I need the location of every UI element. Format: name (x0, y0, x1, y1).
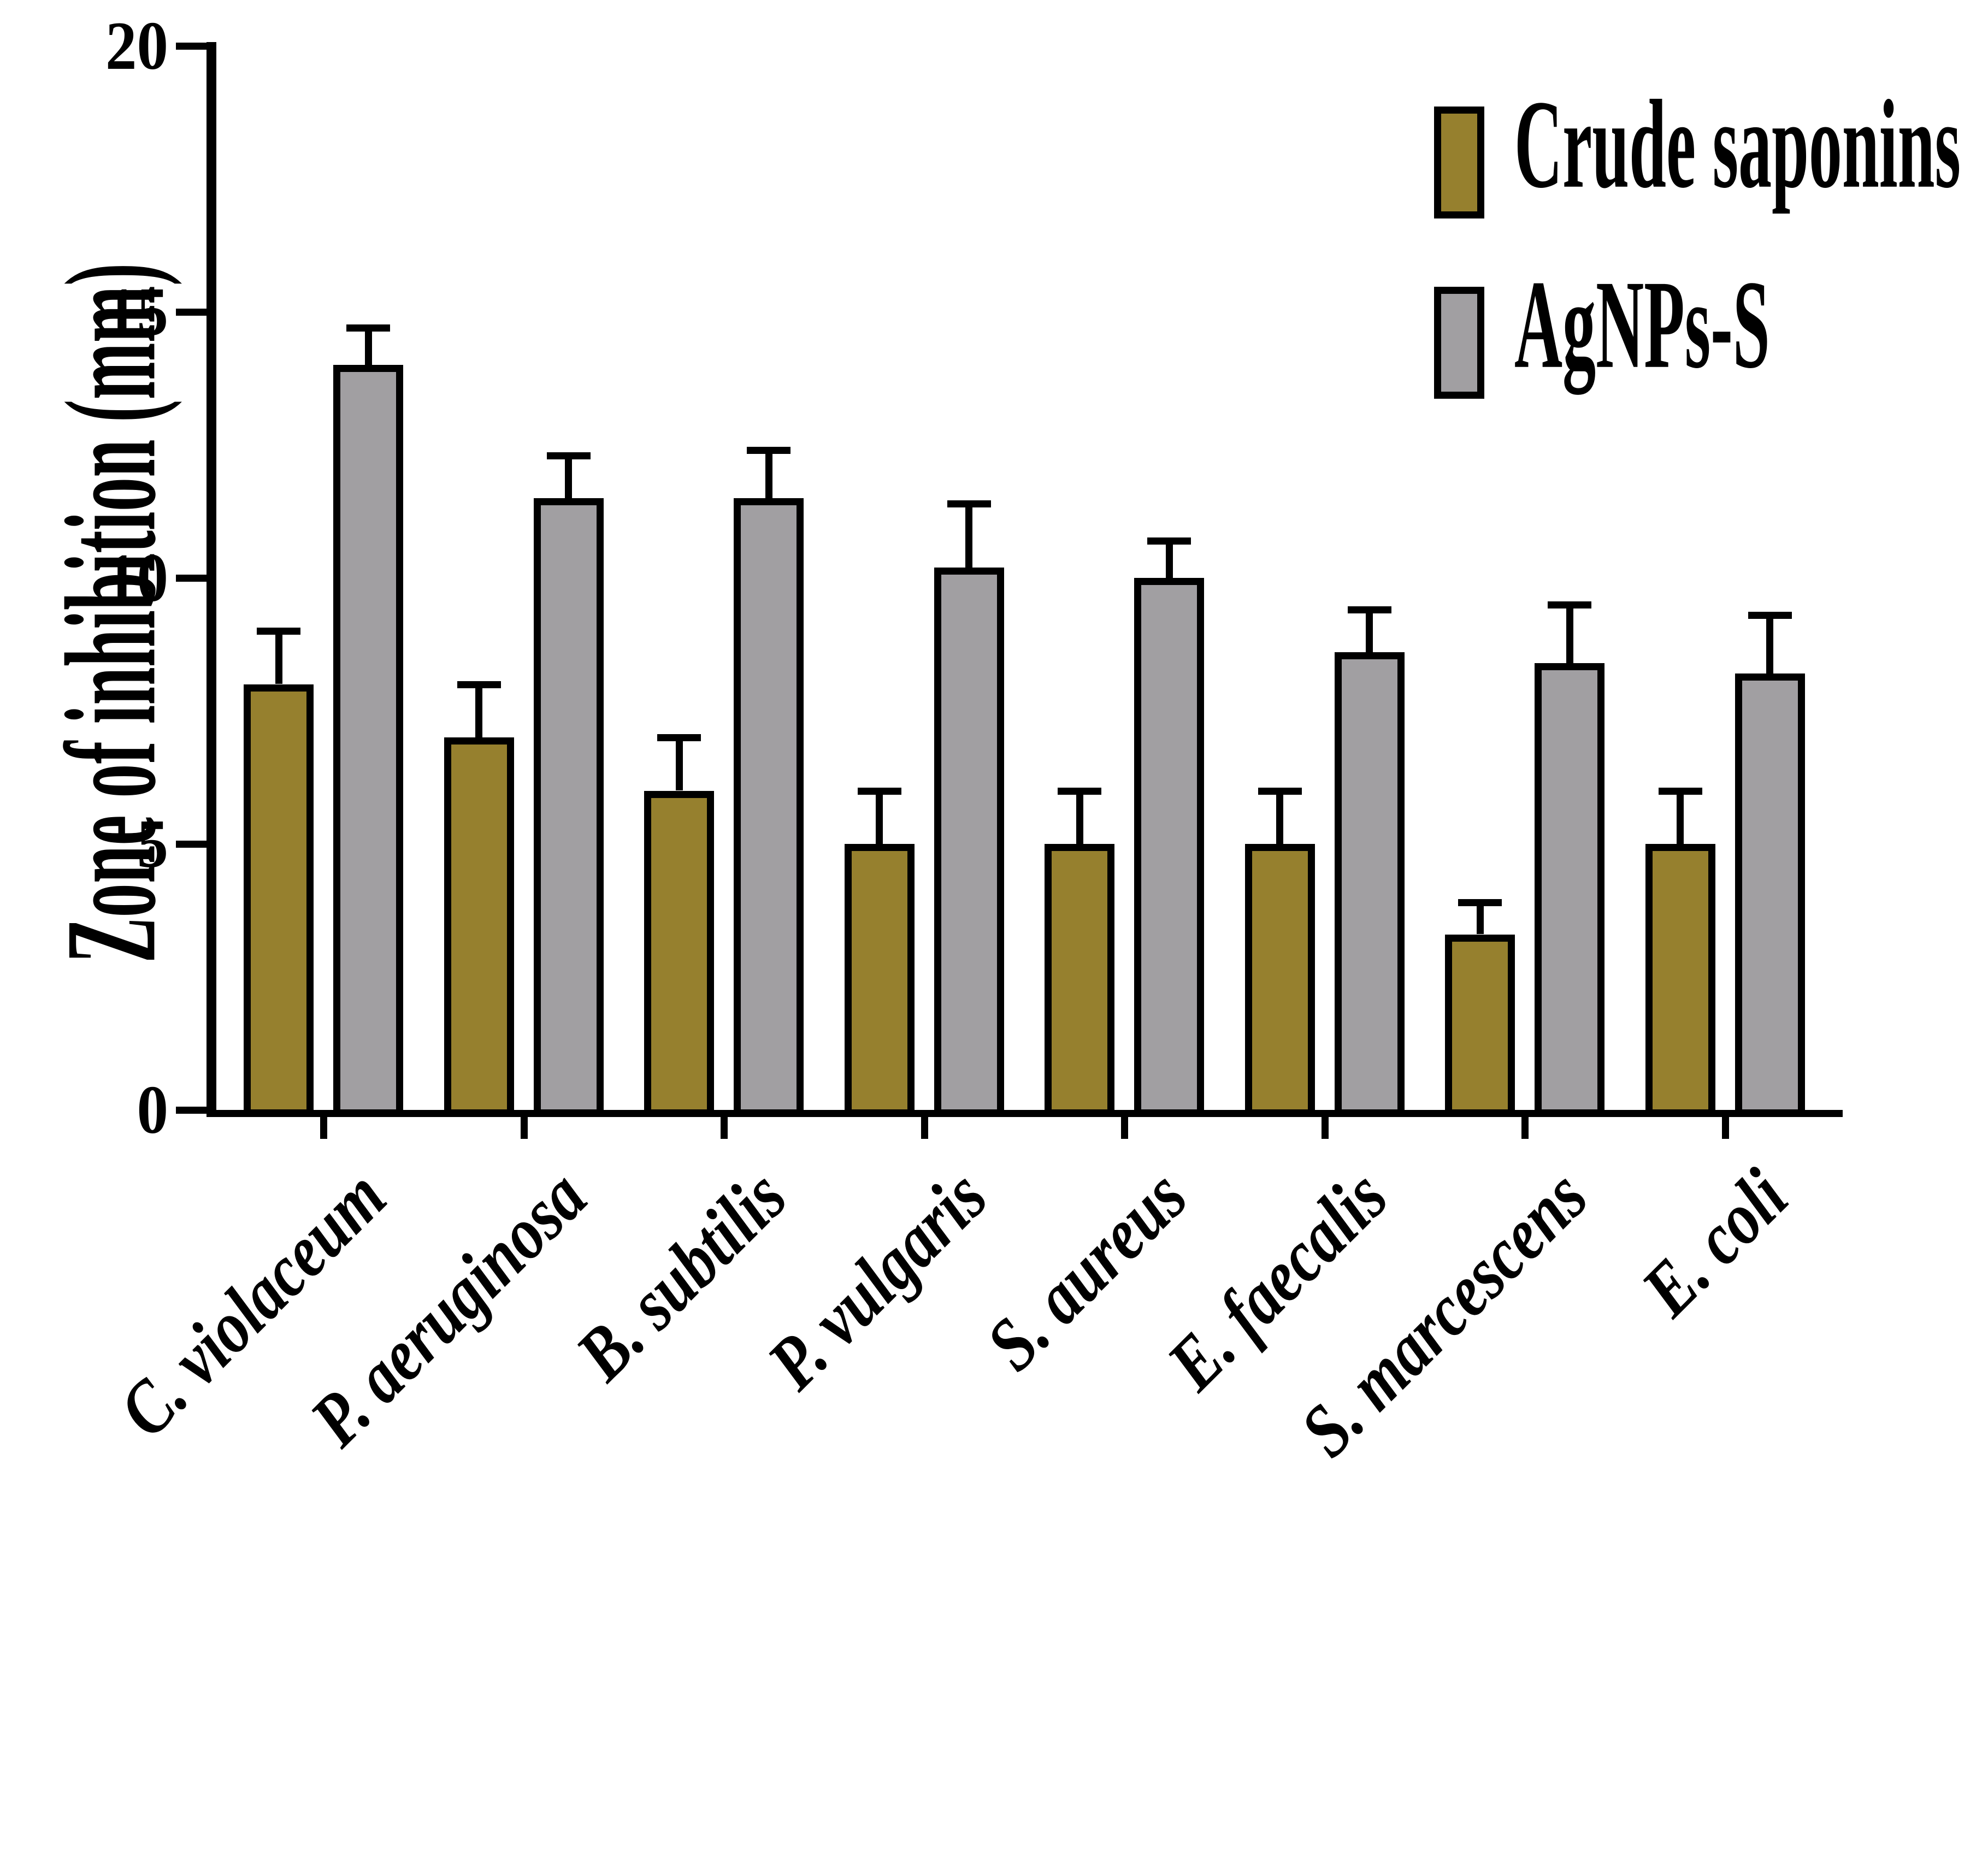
bar-chart-figure: Zone of inhibition (mm) 0 5 10 15 20 C. viola… (40, 7, 1961, 1473)
error-bar-line-agnps-s-e-faecalis (1366, 610, 1373, 652)
y-axis-tick-5 (176, 841, 207, 848)
bar-crude-saponins-c-violaceum (244, 684, 314, 1116)
y-axis-tick-label-15: 15 (105, 273, 168, 350)
error-bar-line-agnps-s-s-marcescens (1566, 605, 1573, 663)
bar-agnps-s-e-coli (1735, 673, 1805, 1116)
bar-crude-saponins-e-faecalis (1245, 844, 1315, 1116)
y-axis-tick-10 (176, 575, 207, 582)
bar-crude-saponins-s-marcescens (1445, 935, 1515, 1116)
error-bar-cap-agnps-s-p-vulgaris (947, 500, 991, 507)
error-bar-line-crude-saponins-p-aeruginosa (475, 684, 482, 737)
error-bar-line-agnps-s-e-coli (1766, 615, 1773, 673)
x-axis-tick-e-coli (1722, 1117, 1729, 1139)
bar-agnps-s-c-violaceum (333, 365, 403, 1116)
error-bar-line-agnps-s-b-subtilis (765, 450, 772, 498)
error-bar-line-crude-saponins-c-violaceum (275, 631, 282, 684)
y-axis-tick-label-10: 10 (105, 539, 168, 616)
error-bar-line-crude-saponins-p-vulgaris (876, 791, 883, 844)
error-bar-cap-crude-saponins-p-aeruginosa (457, 681, 501, 688)
bar-agnps-s-p-aeruginosa (534, 498, 604, 1116)
bar-agnps-s-b-subtilis (734, 498, 804, 1116)
error-bar-cap-crude-saponins-c-violaceum (257, 628, 300, 635)
x-axis-tick-c-violaceum (320, 1117, 327, 1139)
bar-crude-saponins-s-aureus (1045, 844, 1114, 1116)
error-bar-line-agnps-s-p-vulgaris (965, 504, 972, 568)
x-axis-tick-e-faecalis (1322, 1117, 1329, 1139)
error-bar-line-crude-saponins-e-coli (1677, 791, 1684, 844)
error-bar-line-crude-saponins-s-aureus (1076, 791, 1083, 844)
error-bar-cap-crude-saponins-e-coli (1659, 788, 1702, 795)
bar-agnps-s-s-marcescens (1535, 663, 1604, 1116)
x-axis-tick-b-subtilis (721, 1117, 728, 1139)
error-bar-cap-crude-saponins-b-subtilis (657, 734, 701, 741)
legend-swatch-agnps-s (1434, 287, 1484, 399)
x-axis-tick-s-aureus (1121, 1117, 1128, 1139)
y-axis-tick-label-20: 20 (105, 7, 168, 84)
bar-agnps-s-s-aureus (1134, 578, 1204, 1116)
bar-crude-saponins-p-aeruginosa (444, 737, 514, 1116)
error-bar-line-agnps-s-c-violaceum (365, 328, 372, 365)
bar-crude-saponins-p-vulgaris (845, 844, 915, 1116)
error-bar-cap-agnps-s-c-violaceum (346, 324, 390, 332)
error-bar-cap-agnps-s-b-subtilis (747, 447, 791, 454)
x-axis-tick-p-vulgaris (921, 1117, 928, 1139)
y-axis-line (207, 42, 216, 1117)
error-bar-cap-agnps-s-e-faecalis (1348, 606, 1391, 613)
error-bar-line-crude-saponins-e-faecalis (1276, 791, 1283, 844)
x-axis-tick-s-marcescens (1521, 1117, 1529, 1139)
y-axis-tick-label-0: 0 (137, 1071, 169, 1148)
y-axis-tick-0 (176, 1107, 207, 1114)
legend-label-agnps-s: AgNPs-S (1514, 255, 1770, 395)
error-bar-cap-crude-saponins-s-aureus (1058, 788, 1101, 795)
error-bar-cap-crude-saponins-s-marcescens (1458, 899, 1502, 906)
error-bar-cap-agnps-s-e-coli (1748, 612, 1792, 619)
bar-agnps-s-e-faecalis (1335, 652, 1405, 1116)
error-bar-cap-agnps-s-s-aureus (1147, 537, 1191, 545)
bar-agnps-s-p-vulgaris (934, 568, 1004, 1116)
error-bar-line-crude-saponins-b-subtilis (676, 737, 683, 790)
y-axis-tick-20 (176, 43, 207, 50)
y-axis-tick-15 (176, 309, 207, 316)
legend-label-crude-saponins: Crude saponins (1514, 74, 1961, 215)
legend-swatch-crude-saponins (1434, 107, 1484, 218)
x-axis-tick-p-aeruginosa (521, 1117, 528, 1139)
error-bar-line-agnps-s-p-aeruginosa (565, 456, 572, 498)
error-bar-cap-agnps-s-s-marcescens (1548, 601, 1591, 608)
y-axis-tick-label-5: 5 (137, 805, 169, 882)
error-bar-line-agnps-s-s-aureus (1166, 541, 1173, 578)
error-bar-cap-crude-saponins-p-vulgaris (858, 788, 901, 795)
bar-crude-saponins-b-subtilis (644, 791, 714, 1116)
bar-crude-saponins-e-coli (1645, 844, 1715, 1116)
error-bar-cap-crude-saponins-e-faecalis (1258, 788, 1302, 795)
error-bar-cap-agnps-s-p-aeruginosa (547, 452, 591, 459)
x-axis-line (207, 1110, 1843, 1117)
error-bar-line-crude-saponins-s-marcescens (1477, 902, 1484, 934)
